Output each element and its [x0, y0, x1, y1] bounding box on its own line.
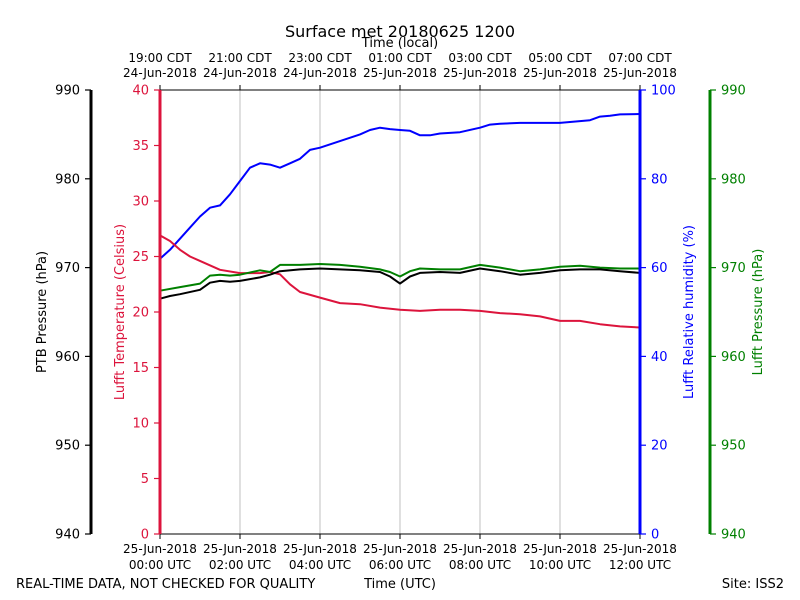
top-tick-time: 03:00 CDT: [448, 51, 512, 65]
y-axis-label-temp: Lufft Temperature (Celsius): [113, 224, 128, 400]
y-tick-label-lp: 990: [721, 84, 746, 99]
y-tick-label-rh: 0: [651, 528, 659, 543]
axes: 25-Jun-2018 00:00 UTC 25-Jun-2018 02:00 UTC…: [35, 51, 766, 572]
series-line-ptb: [159, 267, 641, 300]
chart-title: Surface met 20180625 1200: [285, 22, 515, 41]
y-tick-label-temp: 30: [132, 195, 149, 210]
y-tick-label-rh: 60: [651, 261, 668, 276]
y-tick-label-rh: 80: [651, 172, 668, 187]
y-tick-label-lp: 980: [721, 172, 746, 187]
y-tick-label-ptb: 950: [55, 439, 80, 454]
grid: [239, 90, 561, 534]
top-tick-date: 25-Jun-2018: [443, 66, 517, 80]
x-tick-date: 25-Jun-2018: [123, 542, 197, 556]
y-tick-label-ptb: 960: [55, 350, 80, 365]
series-line-rh: [159, 113, 641, 260]
y-axis-label-lp: Lufft Pressure (hPa): [751, 249, 766, 376]
y-tick-label-temp: 20: [132, 306, 149, 321]
y-tick-label-temp: 15: [132, 361, 149, 376]
top-tick-date: 24-Jun-2018: [283, 66, 357, 80]
y-tick-label-temp: 0: [141, 528, 149, 543]
x-tick-time: 00:00 UTC: [129, 558, 191, 572]
x-tick-date: 25-Jun-2018: [443, 542, 517, 556]
x-tick-time: 02:00 UTC: [209, 558, 271, 572]
y-tick-label-lp: 960: [721, 350, 746, 365]
y-axis-label-rh: Lufft Relative humidity (%): [682, 225, 697, 399]
series-lines: [159, 113, 641, 329]
x-tick-time: 06:00 UTC: [369, 558, 431, 572]
x-tick-date: 25-Jun-2018: [603, 542, 677, 556]
top-tick-time: 07:00 CDT: [608, 51, 672, 65]
y-tick-label-ptb: 990: [55, 84, 80, 99]
x-tick-date: 25-Jun-2018: [203, 542, 277, 556]
quality-disclaimer: REAL-TIME DATA, NOT CHECKED FOR QUALITY: [16, 577, 315, 592]
y-tick-label-lp: 950: [721, 439, 746, 454]
top-tick-time: 21:00 CDT: [208, 51, 272, 65]
top-tick-date: 24-Jun-2018: [203, 66, 277, 80]
y-tick-label-ptb: 970: [55, 261, 80, 276]
y-tick-label-ptb: 940: [55, 528, 80, 543]
top-tick-time: 23:00 CDT: [288, 51, 352, 65]
y-axis-label-ptb: PTB Pressure (hPa): [35, 251, 50, 373]
x-tick-date: 25-Jun-2018: [523, 542, 597, 556]
top-tick-date: 25-Jun-2018: [603, 66, 677, 80]
x-tick-date: 25-Jun-2018: [363, 542, 437, 556]
top-tick-date: 25-Jun-2018: [363, 66, 437, 80]
x-axis-label: Time (UTC): [363, 577, 436, 592]
y-tick-label-temp: 25: [132, 250, 149, 265]
x-tick-time: 10:00 UTC: [529, 558, 591, 572]
top-tick-time: 05:00 CDT: [528, 51, 592, 65]
series-line-lp: [159, 263, 640, 292]
top-tick-time: 19:00 CDT: [128, 51, 192, 65]
y-tick-label-rh: 20: [651, 439, 668, 454]
top-tick-date: 24-Jun-2018: [123, 66, 197, 80]
y-tick-label-temp: 10: [132, 417, 149, 432]
y-tick-label-ptb: 980: [55, 172, 80, 187]
y-tick-label-temp: 40: [132, 84, 149, 99]
y-tick-label-lp: 970: [721, 261, 746, 276]
y-tick-label-temp: 5: [141, 472, 149, 487]
y-tick-label-rh: 100: [651, 84, 676, 99]
top-axis-label: Time (local): [361, 36, 438, 51]
top-tick-date: 25-Jun-2018: [523, 66, 597, 80]
x-tick-time: 12:00 UTC: [609, 558, 671, 572]
series-line-temp: [159, 234, 641, 329]
x-tick-time: 08:00 UTC: [449, 558, 511, 572]
site-label: Site: ISS2: [722, 577, 784, 592]
y-tick-label-temp: 35: [132, 139, 149, 154]
y-tick-label-rh: 40: [651, 350, 668, 365]
x-tick-date: 25-Jun-2018: [283, 542, 357, 556]
x-tick-time: 04:00 UTC: [289, 558, 351, 572]
y-tick-label-lp: 940: [721, 528, 746, 543]
top-tick-time: 01:00 CDT: [368, 51, 432, 65]
